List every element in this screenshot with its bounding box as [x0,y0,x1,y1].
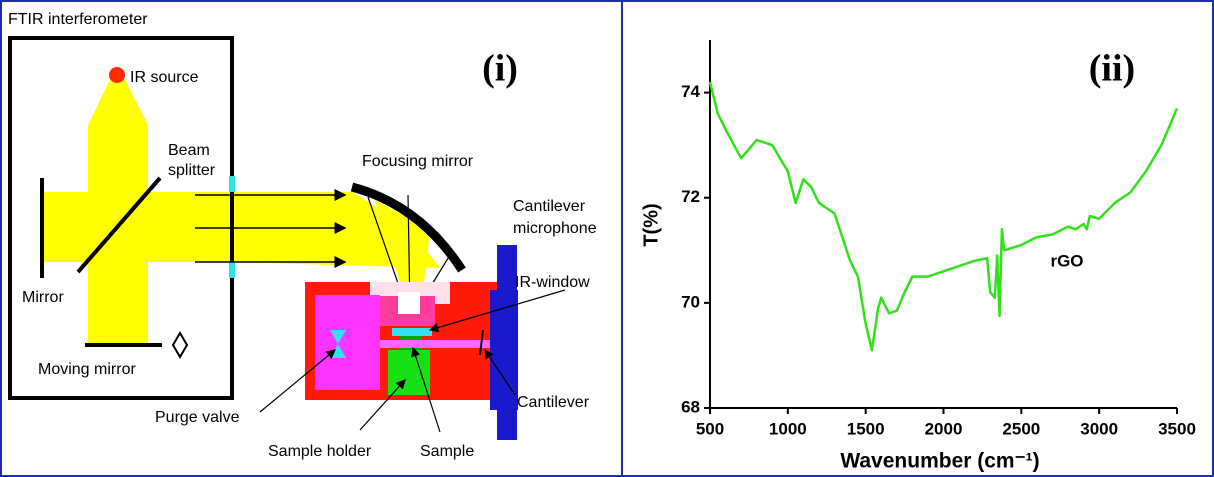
label: Moving mirror [38,361,136,378]
focusing-mirror [350,182,466,273]
ir-source [109,67,125,83]
y-tick-label: 72 [681,187,700,206]
diagram [8,36,518,440]
beam-splitter [76,176,162,274]
ir-window [392,328,432,336]
cantilever [479,329,484,356]
arrow [484,349,516,396]
label: Sample [420,443,474,460]
x-tick-label: 500 [696,419,724,438]
label: IR source [130,69,199,86]
arrow [411,346,441,433]
interferometer-box [8,36,234,400]
label: splitter [168,162,216,179]
panel-label: (i) [482,48,518,90]
x-axis-title: Wavenumber (cm⁻¹) [840,450,1039,473]
label: Sample holder [268,443,372,460]
window [229,262,235,278]
label: Beam [168,142,210,159]
label: Focusing mirror [362,153,474,170]
beam [375,200,430,300]
chart: (ii) rGO Wavenumber (cm⁻¹) T(%) 68 70 72 74… [640,40,1196,473]
beam [42,80,232,345]
x-tick-label: 3500 [1158,419,1196,438]
y-tick-label: 70 [681,292,700,311]
x-tick-label: 1000 [769,419,807,438]
arrow [359,379,406,431]
label: Cantilever [513,198,586,215]
cell-opening [398,292,420,314]
arrow [428,289,566,333]
panel-label: (ii) [1089,48,1135,90]
microphone-housing [497,245,517,440]
channel [380,340,515,348]
annotation: rGO [1050,251,1083,270]
x-tick-label: 2000 [925,419,963,438]
label: IR-window [515,274,590,291]
purge-valve [315,295,380,390]
label: Purge valve [155,409,240,426]
sample-holder [388,350,430,395]
label: Mirror [22,289,64,306]
data-line [708,81,1179,352]
label: microphone [513,220,597,237]
diagram-title: FTIR interferometer [8,11,148,28]
motion-symbol [171,331,189,359]
x-tick-label: 2500 [1002,419,1040,438]
x-tick-label: 1500 [847,419,885,438]
window [229,176,235,192]
arrow [259,349,336,413]
y-axis-title: T(%) [640,203,662,246]
x-tick-label: 3000 [1080,419,1118,438]
y-tick-label: 74 [681,82,700,101]
y-tick-label: 68 [681,397,700,416]
label: Cantilever [517,394,590,411]
